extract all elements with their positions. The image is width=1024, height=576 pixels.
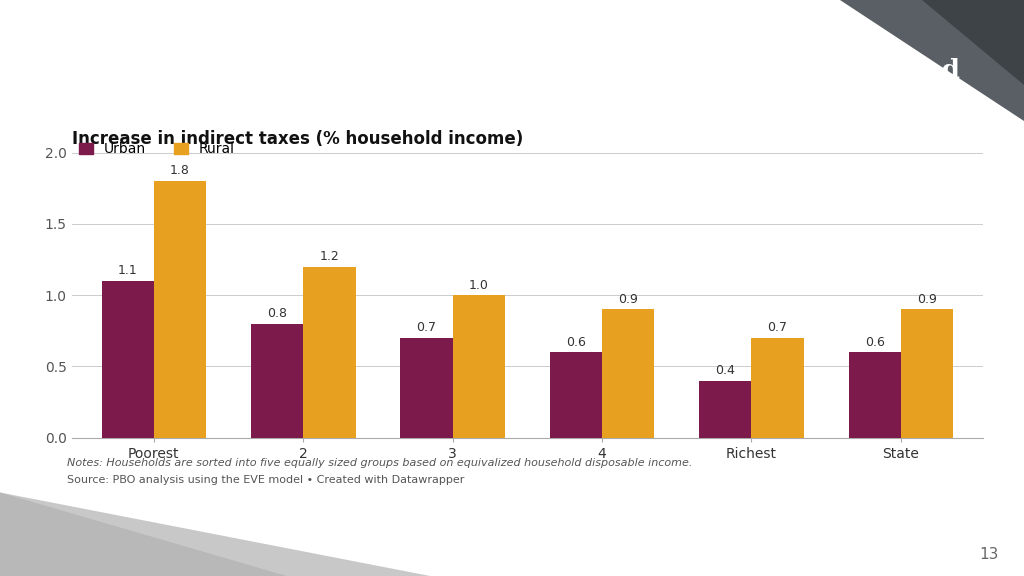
- Bar: [154, 181, 206, 438]
- Bar: [602, 309, 654, 438]
- Text: 0.9: 0.9: [918, 293, 937, 306]
- Polygon shape: [0, 492, 287, 576]
- Polygon shape: [840, 0, 1024, 121]
- Text: 0.7: 0.7: [768, 321, 787, 334]
- Text: 1.8: 1.8: [170, 165, 189, 177]
- Text: ...with low-income households seeing their resources stretched: ...with low-income households seeing the…: [24, 58, 959, 83]
- Polygon shape: [922, 0, 1024, 85]
- Text: Increase in indirect taxes (% household income): Increase in indirect taxes (% household …: [72, 130, 523, 147]
- Bar: [752, 338, 804, 438]
- Bar: [251, 324, 303, 438]
- Bar: [699, 381, 752, 438]
- Bar: [303, 267, 355, 438]
- Text: 1.1: 1.1: [118, 264, 137, 277]
- Bar: [550, 352, 602, 438]
- Text: 1.0: 1.0: [469, 279, 488, 291]
- Legend: Urban, Rural: Urban, Rural: [74, 137, 241, 162]
- Text: 0.6: 0.6: [566, 336, 586, 348]
- Text: 0.8: 0.8: [267, 307, 287, 320]
- Bar: [849, 352, 901, 438]
- Text: 1.2: 1.2: [319, 250, 339, 263]
- Text: 0.7: 0.7: [417, 321, 436, 334]
- Polygon shape: [0, 492, 430, 576]
- Text: Source: PBO analysis using the EVE model • Created with Datawrapper: Source: PBO analysis using the EVE model…: [67, 475, 464, 485]
- Bar: [901, 309, 953, 438]
- Text: 0.4: 0.4: [716, 364, 735, 377]
- Text: 0.9: 0.9: [618, 293, 638, 306]
- Bar: [453, 295, 505, 438]
- Bar: [400, 338, 453, 438]
- Text: 0.6: 0.6: [865, 336, 885, 348]
- Bar: [101, 281, 154, 438]
- Text: 13: 13: [979, 547, 998, 562]
- Text: Notes: Households are sorted into five equally sized groups based on equivalized: Notes: Households are sorted into five e…: [67, 458, 692, 468]
